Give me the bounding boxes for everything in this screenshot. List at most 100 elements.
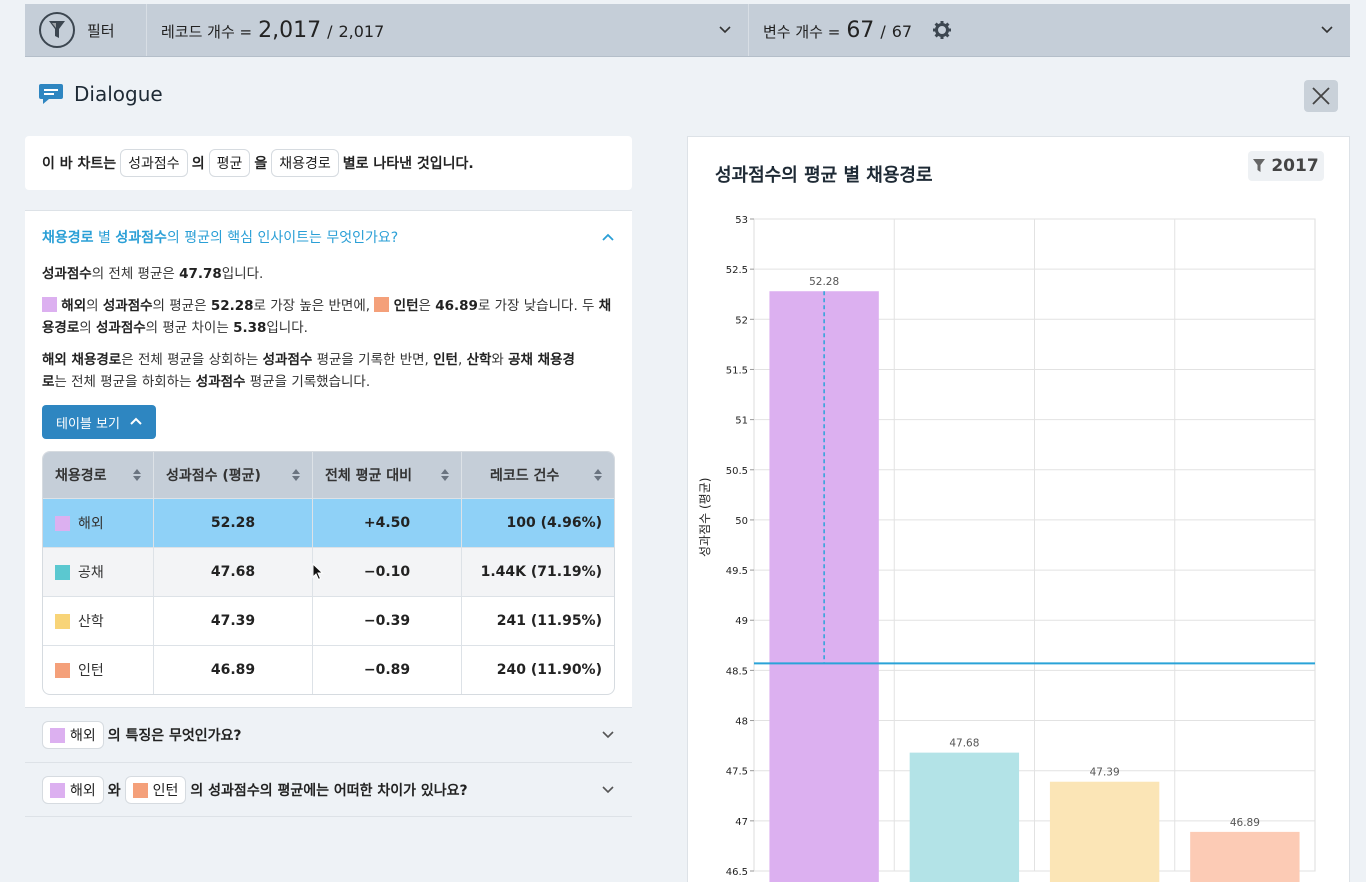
avg-cell: 46.89 [154,646,313,694]
summary-prefix: 이 바 차트는 [42,156,117,172]
chevron-down-icon[interactable] [1320,23,1334,37]
question-accordion-compare[interactable]: 해외 와 인턴 의 성과점수의 평균에는 어떠한 차이가 있나요? [25,762,632,817]
color-swatch [42,297,57,312]
bar-인턴[interactable] [1190,831,1300,882]
y-tick-label: 52 [735,315,748,326]
diff-cell: −0.39 [313,597,462,645]
row-label: 인턴 [78,663,104,679]
table-row[interactable]: 인턴 46.89 −0.89 240 (11.90%) [43,645,614,694]
y-tick-label: 51 [735,416,748,427]
y-tick-label: 50.5 [726,466,748,477]
data-label: 46.89 [1230,817,1260,829]
chevron-down-icon[interactable] [601,728,615,742]
dimension-chip[interactable]: 채용경로 [271,149,339,177]
y-tick-label: 46.5 [726,867,748,878]
diff-cell: −0.89 [313,646,462,694]
category-chip[interactable]: 해외 [42,721,104,749]
row-label: 공채 [78,565,104,581]
y-tick-label: 48.5 [726,666,748,677]
records-count: 2,017 [258,17,322,43]
summary-text: 의 [191,156,205,172]
table-toggle-label: 테이블 보기 [56,416,120,432]
chat-bubble-icon [39,84,63,104]
divider [25,816,632,817]
column-header[interactable]: 전체 평균 대비 [313,452,462,498]
filter-count-badge[interactable]: 2017 [1248,151,1324,181]
table-header-row: 채용경로 성과점수 (평균) 전체 평균 대비 레코드 건수 [43,452,614,498]
row-label: 해외 [78,516,104,532]
vars-label: 변수 개수 = [763,22,841,41]
gear-icon[interactable] [932,20,952,40]
bar-chart: 46.5 47 47.5 48 48.5 49 49.5 50 50.5 51 51.5 52 52.5… [726,215,1316,882]
chevron-down-icon[interactable] [718,23,732,37]
chevron-up-icon [130,417,142,425]
summary-suffix: 별로 나타낸 것입니다. [342,156,474,172]
color-swatch [55,515,70,531]
measure-chip[interactable]: 성과점수 [120,149,188,177]
column-header[interactable]: 성과점수 (평균) [154,452,313,498]
insight-panel: 채용경로 별 성과점수의 평균의 핵심 인사이트는 무엇인가요? 성과점수의 전… [25,210,632,707]
table-row[interactable]: 공채 47.68 −0.10 1.44K (71.19%) [43,547,614,596]
record-count-dropdown[interactable]: 레코드 개수 = 2,017 / 2,017 [147,4,749,56]
column-header[interactable]: 채용경로 [43,452,154,498]
y-tick-label: 47.5 [726,767,748,778]
records-label: 레코드 개수 = [161,22,253,41]
table-row[interactable]: 산학 47.39 −0.39 241 (11.95%) [43,596,614,645]
filter-icon[interactable] [39,12,75,48]
sort-icon [133,469,141,481]
color-swatch [50,782,65,798]
y-tick-label: 47 [735,817,748,828]
aggregation-chip[interactable]: 평균 [208,149,251,177]
data-label: 47.68 [949,738,979,750]
top-filter-bar: 필터 레코드 개수 = 2,017 / 2,017 변수 개수 = 67 / 6… [25,4,1350,57]
question-text: 와 [107,783,121,799]
question-accordion-features[interactable]: 해외 의 특징은 무엇인가요? [25,707,632,762]
vars-total: 67 [891,21,913,41]
count-cell: 1.44K (71.19%) [480,564,602,580]
row-label: 산학 [78,614,104,630]
category-chip[interactable]: 해외 [42,776,104,804]
records-separator: / [327,21,333,41]
bar-공채[interactable] [909,752,1020,882]
color-swatch [55,662,70,678]
insight-question-header[interactable]: 채용경로 별 성과점수의 평균의 핵심 인사이트는 무엇인가요? [42,211,615,263]
category-chip[interactable]: 인턴 [124,776,187,804]
count-cell: 240 (11.90%) [496,662,602,678]
y-tick-label: 53 [735,215,748,226]
avg-cell: 47.68 [154,548,313,596]
chevron-up-icon[interactable] [601,230,615,244]
summary-text: 을 [254,156,268,172]
chart-summary: 이 바 차트는 성과점수 의 평균 을 채용경로 별로 나타낸 것입니다. [25,136,632,190]
column-header[interactable]: 레코드 건수 [462,452,614,498]
y-tick-label: 49.5 [726,566,748,577]
chart-card: 성과점수의 평균 별 채용경로 2017 성과점수 (평균) 46.5 47 47.… [687,136,1350,882]
bar-산학[interactable] [1049,781,1160,882]
y-tick-label: 48 [735,717,748,728]
color-swatch [132,782,148,798]
color-swatch [55,564,70,580]
table-toggle-button[interactable]: 테이블 보기 [42,405,156,439]
color-swatch [55,613,70,629]
table-row[interactable]: 해외 52.28 +4.50 100 (4.96%) [43,498,614,547]
insight-table: 채용경로 성과점수 (평균) 전체 평균 대비 레코드 건수 해외 52.28 … [42,451,615,695]
filter-icon [1253,159,1266,172]
data-label: 52.28 [809,276,839,288]
vars-separator: / [880,21,886,41]
y-tick-label: 52.5 [726,265,748,276]
diff-cell: −0.10 [313,548,462,596]
close-icon [1312,87,1330,105]
question-text: 의 특징은 무엇인가요? [107,728,242,744]
color-swatch [50,727,65,743]
filter-section[interactable]: 필터 [25,4,147,56]
sort-icon [292,469,300,481]
data-label: 47.39 [1090,767,1120,779]
close-button[interactable] [1304,80,1338,112]
dialogue-header: Dialogue [38,82,163,106]
insight-paragraph-2: 해외의 성과점수의 평균은 52.28로 가장 높은 반면에, 인턴은 46.8… [42,297,612,336]
insight-paragraph-3: 해외 채용경로은 전체 평균을 상회하는 성과점수 평균을 기록한 반면, 인턴… [42,352,575,390]
chart-title: 성과점수의 평균 별 채용경로 [715,165,933,186]
variable-count-dropdown[interactable]: 변수 개수 = 67 / 67 [749,4,1350,56]
avg-cell: 47.39 [154,597,313,645]
sort-icon [441,469,449,481]
chevron-down-icon[interactable] [601,783,615,797]
